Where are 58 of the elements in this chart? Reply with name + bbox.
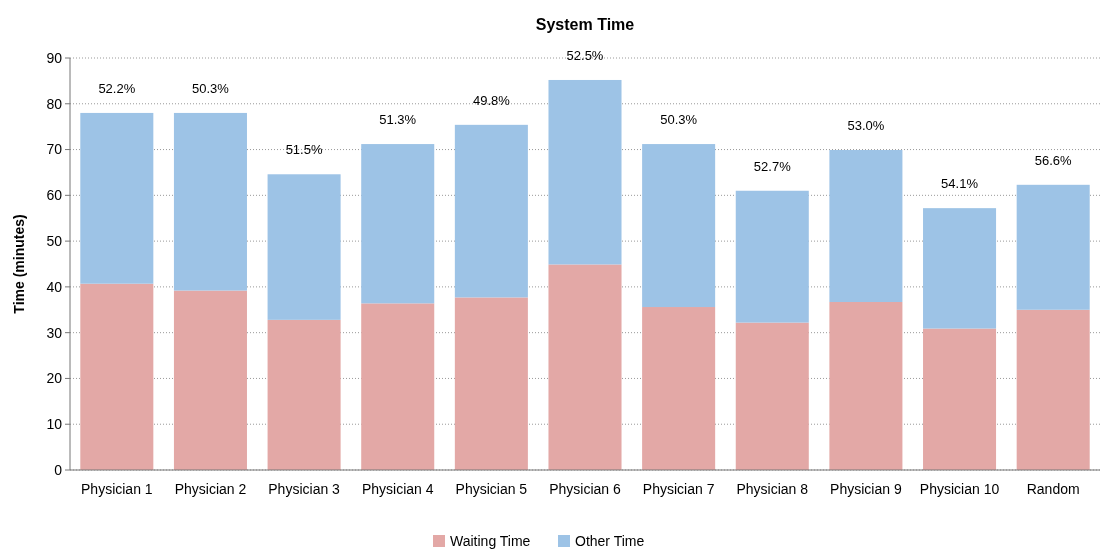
bar bbox=[548, 264, 622, 470]
bar bbox=[829, 302, 903, 470]
bar bbox=[361, 144, 435, 304]
y-tick-label: 90 bbox=[46, 49, 63, 66]
y-tick-label: 50 bbox=[46, 233, 63, 250]
bar bbox=[829, 150, 903, 302]
y-tick-label: 20 bbox=[46, 370, 63, 387]
bar bbox=[80, 112, 154, 284]
annotation: 52.7% bbox=[753, 158, 792, 174]
bar bbox=[923, 208, 997, 329]
x-tick-label: Physician 6 bbox=[549, 481, 622, 497]
bar bbox=[735, 322, 809, 470]
bar bbox=[735, 190, 809, 323]
bar bbox=[548, 79, 622, 265]
annotation: 53.0% bbox=[847, 118, 885, 134]
y-tick-label: 30 bbox=[46, 324, 63, 341]
annotation: 54.1% bbox=[941, 176, 979, 192]
y-tick-label: 10 bbox=[46, 416, 63, 433]
annotation: 51.3% bbox=[379, 112, 417, 128]
bar bbox=[267, 319, 341, 470]
x-tick-label: Physician 5 bbox=[455, 481, 528, 497]
bar bbox=[1016, 184, 1090, 310]
x-tick-label: Physician 4 bbox=[361, 481, 434, 497]
legend-label: Other Time bbox=[575, 533, 645, 549]
y-tick-label: 0 bbox=[54, 461, 63, 478]
y-axis-title: Time (minutes) bbox=[11, 214, 27, 314]
x-tick-label: Physician 2 bbox=[174, 481, 247, 497]
x-tick-label: Physician 3 bbox=[268, 481, 341, 497]
annotation: 52.5% bbox=[566, 47, 604, 63]
x-tick-label: Physician 7 bbox=[642, 481, 715, 497]
bar bbox=[173, 112, 247, 291]
y-tick-label: 70 bbox=[46, 141, 63, 158]
bar bbox=[267, 174, 341, 320]
annotation: 56.6% bbox=[1034, 152, 1073, 168]
bar bbox=[1016, 309, 1090, 470]
annotation: 49.8% bbox=[472, 92, 511, 108]
y-tick-label: 60 bbox=[46, 187, 63, 204]
bar bbox=[361, 303, 435, 470]
x-tick-label: Physician 1 bbox=[81, 481, 153, 497]
y-tick-label: 80 bbox=[46, 95, 63, 112]
bar bbox=[173, 290, 247, 470]
x-tick-label: Physician 10 bbox=[919, 481, 1000, 497]
y-tick-label: 40 bbox=[46, 278, 63, 295]
bar bbox=[642, 307, 716, 470]
annotation: 52.2% bbox=[98, 80, 136, 96]
x-tick-label: Physician 9 bbox=[830, 481, 902, 497]
annotation: 50.3% bbox=[660, 112, 698, 128]
bar bbox=[454, 124, 528, 298]
bar bbox=[923, 328, 997, 470]
bar bbox=[454, 297, 528, 470]
bar bbox=[80, 283, 154, 470]
x-tick-label: Physician 8 bbox=[736, 481, 809, 497]
legend-label: Waiting Time bbox=[450, 533, 531, 549]
bar bbox=[642, 144, 716, 308]
annotation: 51.5% bbox=[285, 142, 323, 158]
chart-title: System Time bbox=[535, 16, 635, 33]
x-tick-label: Random bbox=[1026, 481, 1080, 497]
annotation: 50.3% bbox=[192, 80, 230, 96]
